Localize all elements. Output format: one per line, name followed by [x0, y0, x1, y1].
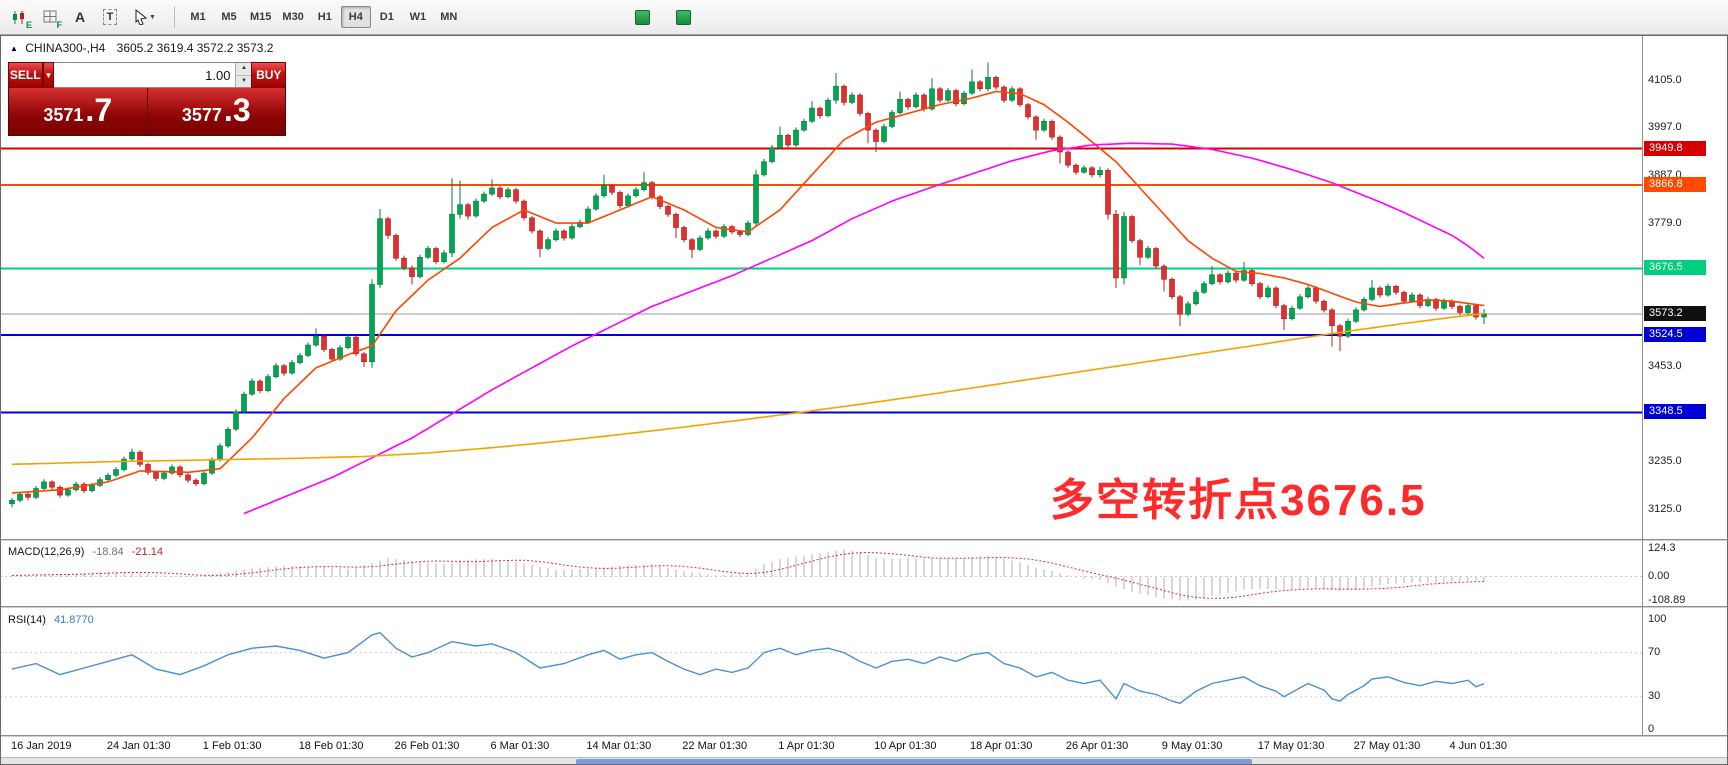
ohlc-quote-label: 3605.2 3619.4 3572.2 3573.2 [116, 41, 274, 55]
macd-pane-divider[interactable] [0, 539, 1728, 541]
green-indicator-icon-1[interactable] [634, 9, 650, 25]
ma-line-slow-orange [11, 312, 1485, 466]
macd-indicator-title: MACD(12,26,9) -18.84 -21.14 [8, 546, 163, 558]
chart-type-sub-label: E [25, 20, 32, 30]
timeframe-m15-button[interactable]: M15 [250, 11, 272, 23]
macd-name: MACD(12,26,9) [8, 546, 85, 558]
cursor-arrow-glyph [135, 9, 148, 25]
volume-decrease-button[interactable]: ▼ [236, 75, 252, 87]
timeframe-m30-button[interactable]: M30 [282, 11, 304, 23]
toolbar-separator [174, 6, 175, 28]
buy-price-pips: .3 [223, 92, 251, 128]
chart-header: ▲ CHINA300-,H4 3605.2 3619.4 3572.2 3573… [10, 41, 273, 55]
candlestick-glyph [13, 10, 24, 24]
grid-toggle-icon[interactable]: F [36, 4, 64, 30]
buy-price-main: 3577 [181, 105, 222, 125]
rsi-pane-divider[interactable] [0, 606, 1728, 608]
macd-signal-value: -21.14 [131, 546, 163, 558]
macd-main-value: -18.84 [92, 546, 124, 558]
green-indicator-icon-2[interactable] [675, 9, 691, 25]
buy-button[interactable]: BUY [251, 62, 286, 88]
timeframe-w1-button[interactable]: W1 [409, 11, 427, 23]
sell-price-display[interactable]: 3571 .7 [9, 88, 148, 135]
symbol-label: CHINA300-,H4 [25, 41, 106, 55]
timeframe-button-group: M1 M5 M15 M30 H1 H4 D1 W1 MN [183, 6, 465, 28]
price-scale-divider[interactable] [1642, 35, 1643, 735]
sell-button[interactable]: SELL [8, 62, 43, 88]
volume-field: ▲ ▼ [54, 62, 252, 88]
timeframe-m5-button[interactable]: M5 [221, 11, 237, 23]
horizontal-scrollbar[interactable] [0, 757, 1728, 765]
order-options-dropdown[interactable]: ▼ [42, 62, 55, 88]
macd-signal-line [11, 551, 1485, 599]
timeframe-h4-button[interactable]: H4 [340, 6, 371, 28]
rsi-value: 41.8770 [53, 614, 94, 626]
volume-spinner: ▲ ▼ [235, 63, 252, 87]
volume-increase-button[interactable]: ▲ [236, 63, 252, 76]
timeframe-h1-button[interactable]: H1 [317, 11, 332, 23]
grid-toggle-sub-label: F [56, 20, 63, 30]
text-annotation-icon[interactable]: A [74, 9, 86, 25]
cursor-tool-dropdown-caret[interactable]: ▼ [149, 13, 156, 21]
collapse-panel-icon[interactable]: ▲ [10, 44, 18, 53]
timeframe-mn-button[interactable]: MN [440, 11, 458, 23]
sell-price-pips: .7 [85, 92, 113, 128]
horizontal-scrollbar-thumb[interactable] [576, 759, 1252, 765]
chart-type-icon[interactable]: E [6, 4, 34, 30]
cursor-tool-icon[interactable]: ▼ [126, 4, 164, 30]
ma-line-fast-red [11, 90, 1485, 494]
text-box-tool-icon[interactable]: T [96, 4, 124, 30]
timeframe-d1-button[interactable]: D1 [379, 11, 394, 23]
macd-histogram [11, 549, 1485, 601]
one-click-trading-panel: SELL ▼ ▲ ▼ BUY 3571 .7 3577 .3 [8, 62, 286, 136]
timeframe-m1-button[interactable]: M1 [190, 11, 206, 23]
ma-line-mid-magenta [243, 142, 1485, 515]
turning-point-annotation: 多空转折点3676.5 [1050, 476, 1427, 525]
volume-input[interactable] [54, 63, 236, 87]
grid-glyph [43, 10, 56, 23]
rsi-name: RSI(14) [8, 614, 46, 626]
sell-price-main: 3571 [43, 105, 84, 125]
time-axis-divider [0, 735, 1728, 737]
toolbar: E F A T ▼ M1 M5 M15 M30 H1 H4 D1 W1 MN [0, 0, 1728, 35]
rsi-indicator-title: RSI(14) 41.8770 [8, 614, 94, 626]
rsi-line [11, 631, 1485, 705]
buy-price-display[interactable]: 3577 .3 [148, 88, 286, 135]
